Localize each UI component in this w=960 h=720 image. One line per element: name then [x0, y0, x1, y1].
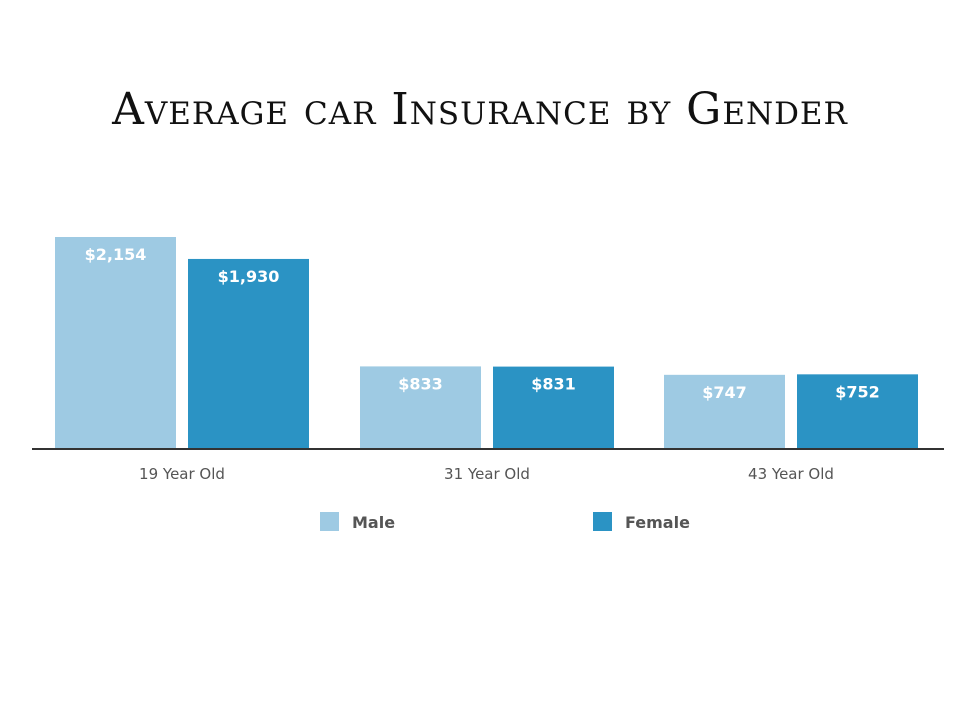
data-label-female-3: $752: [835, 382, 880, 401]
bar-female-2: [493, 366, 614, 448]
x-tick-label-2: 31 Year Old: [444, 465, 530, 483]
legend-swatch-female: [593, 512, 612, 531]
x-tick-labels: 19 Year Old 31 Year Old 43 Year Old: [139, 465, 834, 483]
bar-female-1: [188, 258, 309, 448]
bar-male-3: [664, 374, 785, 448]
bar-female-3: [797, 374, 918, 448]
data-label-female-1: $1,930: [218, 267, 280, 286]
bar-male-1: [55, 237, 176, 448]
legend: Male Female: [320, 512, 690, 532]
chart-title: Average car Insurance by Gender: [112, 84, 848, 135]
data-label-male-3: $747: [702, 383, 747, 402]
bar-male-2: [360, 366, 481, 448]
x-tick-label-3: 43 Year Old: [748, 465, 834, 483]
legend-swatch-male: [320, 512, 339, 531]
data-label-female-2: $831: [531, 375, 576, 394]
data-label-male-1: $2,154: [85, 245, 147, 264]
x-tick-label-1: 19 Year Old: [139, 465, 225, 483]
data-label-male-2: $833: [398, 374, 443, 393]
legend-label-male: Male: [352, 513, 395, 532]
bars-group: $2,154 $1,930 $833 $831 $747 $752: [55, 237, 918, 448]
legend-label-female: Female: [625, 513, 690, 532]
